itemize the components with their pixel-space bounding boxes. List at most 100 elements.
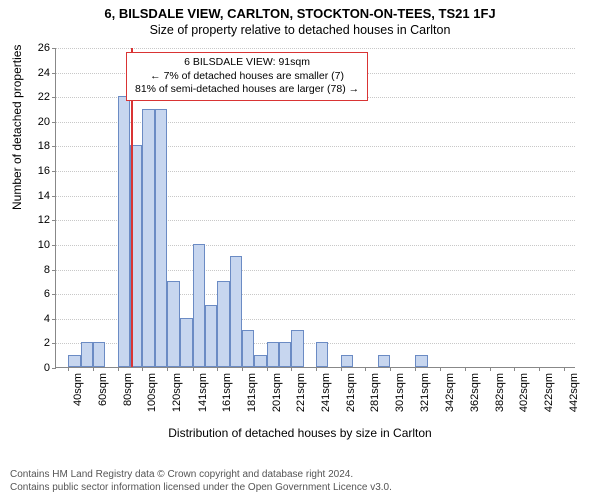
y-tick-label: 0 bbox=[44, 362, 50, 374]
y-tick bbox=[52, 122, 56, 123]
x-tick-label: 241sqm bbox=[320, 373, 332, 412]
x-tick bbox=[415, 367, 416, 371]
x-tick bbox=[118, 367, 119, 371]
x-tick-label: 100sqm bbox=[146, 373, 158, 412]
y-tick bbox=[52, 368, 56, 369]
x-tick-label: 382sqm bbox=[494, 373, 506, 412]
x-tick-label: 402sqm bbox=[518, 373, 530, 412]
x-tick bbox=[291, 367, 292, 371]
x-tick-label: 161sqm bbox=[221, 373, 233, 412]
histogram-bar bbox=[341, 355, 353, 367]
x-tick bbox=[68, 367, 69, 371]
histogram-bar bbox=[267, 342, 279, 367]
histogram-bar bbox=[415, 355, 429, 367]
y-tick-label: 8 bbox=[44, 264, 50, 276]
x-tick-label: 80sqm bbox=[122, 373, 134, 406]
x-tick bbox=[365, 367, 366, 371]
y-tick-label: 6 bbox=[44, 288, 50, 300]
y-tick bbox=[52, 146, 56, 147]
x-tick bbox=[390, 367, 391, 371]
x-tick-label: 362sqm bbox=[469, 373, 481, 412]
footer-attribution: Contains HM Land Registry data © Crown c… bbox=[10, 469, 392, 494]
histogram-bar bbox=[205, 305, 217, 367]
x-tick bbox=[267, 367, 268, 371]
y-tick bbox=[52, 97, 56, 98]
footer-line-1: Contains HM Land Registry data © Crown c… bbox=[10, 469, 392, 482]
y-tick bbox=[52, 270, 56, 271]
x-tick-label: 321sqm bbox=[419, 373, 431, 412]
x-tick-label: 60sqm bbox=[97, 373, 109, 406]
y-tick-label: 22 bbox=[38, 91, 50, 103]
histogram-bar bbox=[316, 342, 328, 367]
y-axis-label: Number of detached properties bbox=[10, 45, 24, 210]
x-tick-label: 181sqm bbox=[246, 373, 258, 412]
gridline bbox=[56, 122, 575, 123]
histogram-bar bbox=[378, 355, 390, 367]
histogram-bar bbox=[217, 281, 229, 367]
y-tick-label: 2 bbox=[44, 337, 50, 349]
x-tick bbox=[490, 367, 491, 371]
histogram-bar bbox=[254, 355, 266, 367]
y-tick-label: 10 bbox=[38, 239, 50, 251]
x-tick-label: 141sqm bbox=[197, 373, 209, 412]
page-subtitle: Size of property relative to detached ho… bbox=[0, 21, 600, 37]
x-tick-label: 221sqm bbox=[295, 373, 307, 412]
y-tick-label: 4 bbox=[44, 313, 50, 325]
annotation-box: 6 BILSDALE VIEW: 91sqm ← 7% of detached … bbox=[126, 52, 368, 101]
x-axis-label: Distribution of detached houses by size … bbox=[0, 426, 600, 440]
x-tick bbox=[217, 367, 218, 371]
x-tick bbox=[193, 367, 194, 371]
x-tick bbox=[539, 367, 540, 371]
x-tick bbox=[514, 367, 515, 371]
y-tick-label: 18 bbox=[38, 140, 50, 152]
x-tick-label: 342sqm bbox=[444, 373, 456, 412]
plot-region: 0246810121416182022242640sqm60sqm80sqm10… bbox=[55, 48, 575, 368]
histogram-bar bbox=[291, 330, 303, 367]
x-tick-label: 281sqm bbox=[369, 373, 381, 412]
x-tick bbox=[167, 367, 168, 371]
x-tick bbox=[465, 367, 466, 371]
x-tick bbox=[142, 367, 143, 371]
x-tick bbox=[440, 367, 441, 371]
y-tick bbox=[52, 171, 56, 172]
x-tick bbox=[93, 367, 94, 371]
footer-line-2: Contains public sector information licen… bbox=[10, 482, 392, 495]
y-tick bbox=[52, 319, 56, 320]
histogram-bar bbox=[142, 109, 154, 367]
x-tick-label: 301sqm bbox=[394, 373, 406, 412]
y-tick bbox=[52, 294, 56, 295]
x-tick bbox=[341, 367, 342, 371]
x-tick bbox=[242, 367, 243, 371]
y-tick bbox=[52, 73, 56, 74]
histogram-bar bbox=[167, 281, 181, 367]
annotation-line-1: 6 BILSDALE VIEW: 91sqm bbox=[135, 56, 359, 70]
histogram-bar bbox=[68, 355, 80, 367]
y-tick-label: 20 bbox=[38, 116, 50, 128]
y-tick bbox=[52, 196, 56, 197]
x-tick bbox=[564, 367, 565, 371]
annotation-line-2: ← 7% of detached houses are smaller (7) bbox=[135, 70, 359, 84]
x-tick-label: 40sqm bbox=[72, 373, 84, 406]
y-tick bbox=[52, 48, 56, 49]
histogram-bar bbox=[230, 256, 242, 367]
x-tick-label: 442sqm bbox=[568, 373, 580, 412]
y-tick-label: 14 bbox=[38, 190, 50, 202]
histogram-bar bbox=[118, 96, 130, 367]
x-tick-label: 261sqm bbox=[345, 373, 357, 412]
annotation-line-3: 81% of semi-detached houses are larger (… bbox=[135, 83, 359, 97]
histogram-bar bbox=[242, 330, 254, 367]
histogram-bar bbox=[279, 342, 291, 367]
histogram-bar bbox=[180, 318, 192, 367]
histogram-chart: 0246810121416182022242640sqm60sqm80sqm10… bbox=[55, 48, 575, 368]
y-tick-label: 24 bbox=[38, 67, 50, 79]
x-tick bbox=[316, 367, 317, 371]
x-tick-label: 422sqm bbox=[543, 373, 555, 412]
histogram-bar bbox=[193, 244, 205, 367]
y-tick bbox=[52, 220, 56, 221]
gridline bbox=[56, 48, 575, 49]
x-tick-label: 120sqm bbox=[171, 373, 183, 412]
y-tick bbox=[52, 343, 56, 344]
histogram-bar bbox=[81, 342, 93, 367]
page-title: 6, BILSDALE VIEW, CARLTON, STOCKTON-ON-T… bbox=[0, 0, 600, 21]
y-tick-label: 16 bbox=[38, 165, 50, 177]
